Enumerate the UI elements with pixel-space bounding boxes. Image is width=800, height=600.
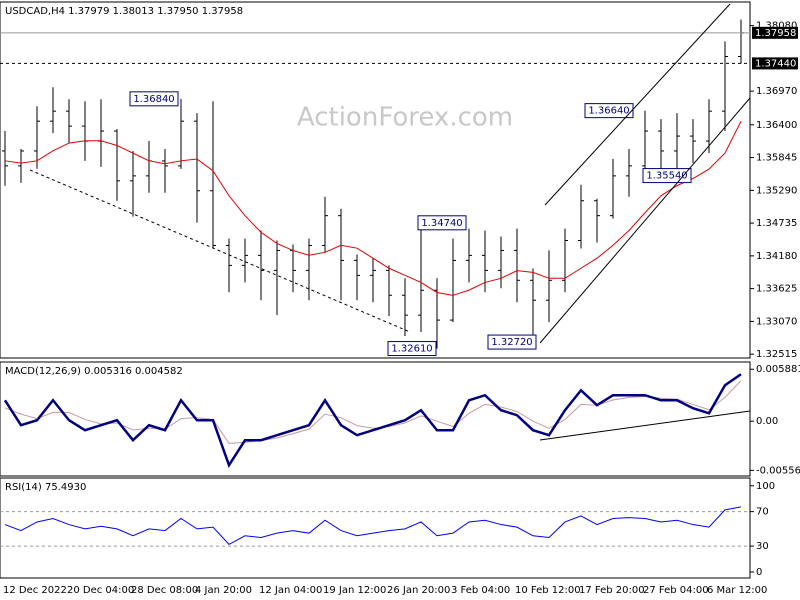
y-tick-label: 30: [756, 541, 769, 552]
y-tick-label: 1.33070: [756, 316, 797, 327]
annotation-label: 1.32610: [391, 344, 432, 355]
x-tick-label: 3 Feb 04:00: [451, 585, 510, 596]
annotation-label: 1.35540: [646, 171, 687, 182]
watermark: ActionForex.com: [297, 103, 513, 133]
x-tick-label: 12 Jan 04:00: [259, 585, 322, 596]
y-tick-label: 1.34735: [756, 218, 797, 229]
x-tick-label: 28 Dec 08:00: [131, 585, 198, 596]
panel-title: MACD(12,26,9) 0.005316 0.004582: [5, 366, 183, 377]
y-tick-label: 0.00: [756, 416, 778, 427]
plot-layer: 1.38080 1.36970 1.36400 1.35845 1.35290 1.347…: [0, 6, 800, 596]
x-tick-label: 20 Dec 04:00: [67, 585, 134, 596]
macd-trend-line: [539, 410, 751, 441]
price-label-box: [752, 57, 798, 70]
line-series: [4, 506, 742, 546]
x-tick-label: 12 Dec 2022: [3, 585, 67, 596]
y-tick-label: 0.005881: [756, 364, 800, 375]
x-tick-label: 26 Jan 20:00: [387, 585, 450, 596]
annotation-box: [417, 215, 467, 231]
y-tick-label: 1.35290: [756, 185, 797, 196]
y-tick-label: 1.36400: [756, 120, 797, 131]
y-tick-label: 1.36970: [756, 86, 797, 97]
annotation-label: 1.36640: [588, 106, 629, 117]
y-tick-label: 1.34180: [756, 251, 797, 262]
x-tick-label: 10 Feb 12:00: [515, 585, 581, 596]
price-label: 1.37958: [755, 28, 796, 39]
line-series: [4, 380, 742, 444]
x-tick-label: 19 Jan 12:00: [323, 585, 386, 596]
y-tick-label: 70: [756, 507, 769, 518]
y-tick-label: 1.32515: [756, 349, 797, 360]
price-panel: [0, 1, 751, 359]
y-tick-label: 100: [756, 481, 775, 492]
price-label: 1.37440: [755, 58, 796, 69]
annotation-box: [487, 334, 537, 350]
annotation-box: [387, 341, 437, 357]
x-tick-label: 17 Feb 20:00: [579, 585, 645, 596]
annotation-label: 1.32720: [491, 337, 532, 348]
y-tick-label: 1.35845: [756, 153, 797, 164]
price-label-box: [752, 26, 798, 39]
x-tick-label: 27 Feb 04:00: [643, 585, 709, 596]
channel-line: [544, 3, 731, 206]
channel-line: [539, 97, 751, 344]
y-tick-label: 0: [756, 567, 762, 578]
y-tick-label: 1.33625: [756, 284, 797, 295]
line-series: [4, 121, 742, 296]
line-series: [3, 373, 742, 468]
x-tick-label: 4 Jan 20:00: [195, 585, 252, 596]
x-tick-label: 6 Mar 12:00: [707, 585, 767, 596]
y-tick-label: -0.005562: [756, 465, 800, 476]
annotation-label: 1.36840: [133, 94, 174, 105]
annotation-box: [642, 168, 692, 184]
macd-panel: [0, 361, 751, 477]
y-tick-label: 1.38080: [756, 21, 797, 32]
panel-title: USDCAD,H4 1.37979 1.38013 1.37950 1.3795…: [5, 6, 243, 17]
annotation-label: 1.34740: [421, 218, 462, 229]
annotation-box: [584, 103, 634, 119]
panel-title: RSI(14) 75.4930: [5, 482, 86, 493]
annotation-box: [129, 91, 179, 107]
trend-line: [29, 169, 411, 333]
rsi-panel: [0, 477, 751, 579]
